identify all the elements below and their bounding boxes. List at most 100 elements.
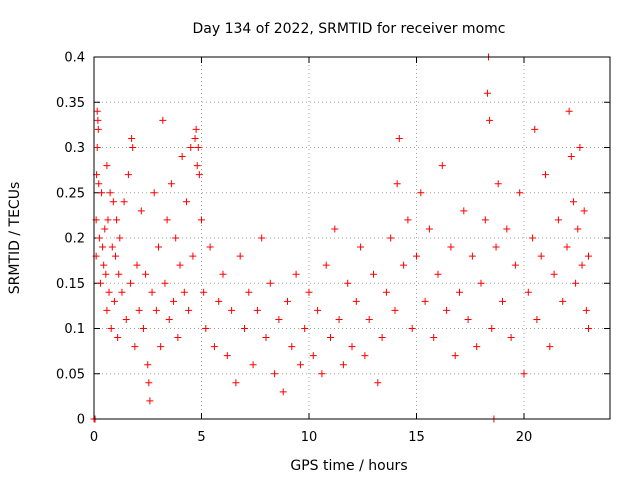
data-point [516,189,524,197]
data-point [434,270,442,278]
data-point [585,325,592,332]
data-point [223,352,231,360]
data-point [578,261,586,269]
data-point [331,225,339,233]
data-point [122,315,130,323]
grid-lines [94,57,610,419]
data-point [374,379,382,387]
data-point [152,306,160,314]
data-point [408,325,416,332]
data-point [192,125,200,133]
data-point [258,234,266,242]
data-point [93,107,101,115]
data-point [108,243,116,251]
plot-frame [93,56,611,420]
data-point [483,89,491,97]
data-point [499,297,506,305]
data-point [115,270,123,278]
data-point [292,270,300,278]
data-point [352,297,360,305]
data-point [391,306,399,314]
data-point [103,306,111,314]
chart-title: Day 134 of 2022, SRMTID for receiver mom… [193,21,506,37]
data-point [417,189,425,197]
data-point [124,171,132,179]
data-point [109,198,117,206]
x-tick-label: 15 [408,430,425,445]
data-point [131,343,139,351]
x-tick-label: 5 [197,430,205,445]
data-point [279,388,287,396]
data-point [550,270,558,278]
data-point [296,361,304,369]
data-point [103,162,111,170]
data-point [481,216,489,224]
data-point [155,243,162,251]
data-point [191,134,199,142]
data-point [94,125,102,133]
data-point [178,153,186,161]
data-point [195,171,203,179]
data-point [559,297,567,305]
data-point [494,180,502,188]
data-point [133,261,141,269]
data-point [537,252,545,260]
data-point [163,216,171,224]
y-tick-label: 0.05 [56,367,85,382]
data-point [148,288,156,296]
data-point [228,306,236,314]
y-tick-label: 0.3 [64,141,85,156]
data-point [105,288,113,296]
data-point [144,361,152,369]
data-point [116,234,124,242]
x-axis-label: GPS time / hours [290,458,407,474]
data-point [305,288,313,296]
data-point [167,180,175,188]
data-point [96,279,104,287]
data-point [100,261,108,269]
data-point [135,306,143,314]
data-point [159,116,167,124]
data-point [120,198,128,206]
y-tick-label: 0.1 [64,322,85,337]
y-tick-label: 0 [77,413,85,428]
data-point [572,279,580,287]
data-point [245,288,253,296]
data-point [127,279,135,287]
data-point [172,234,180,242]
data-point [288,343,296,351]
data-point [569,198,577,206]
data-point [110,297,118,305]
data-point [107,325,115,332]
data-point [194,144,202,151]
data-point [378,334,386,342]
data-point [150,189,158,197]
data-point [361,352,369,360]
data-point [118,288,126,296]
data-point [574,225,582,233]
data-point [421,297,429,305]
data-point [113,216,121,224]
data-points [90,53,592,423]
data-point [271,370,279,378]
data-point [219,270,227,278]
data-point [451,352,459,360]
data-point [580,207,588,215]
x-tick-label: 0 [90,430,98,445]
data-point [101,225,109,233]
data-point [146,397,154,405]
data-point [210,343,218,351]
data-point [137,207,145,215]
data-point [114,334,122,342]
data-point [189,252,197,260]
data-point [145,379,153,387]
data-point [542,171,549,179]
data-point [200,288,208,296]
data-point [129,144,137,151]
y-tick-label: 0.25 [56,186,85,201]
data-point [585,252,592,260]
data-point [443,306,451,314]
data-point [339,361,347,369]
y-tick-label: 0.2 [64,232,85,247]
